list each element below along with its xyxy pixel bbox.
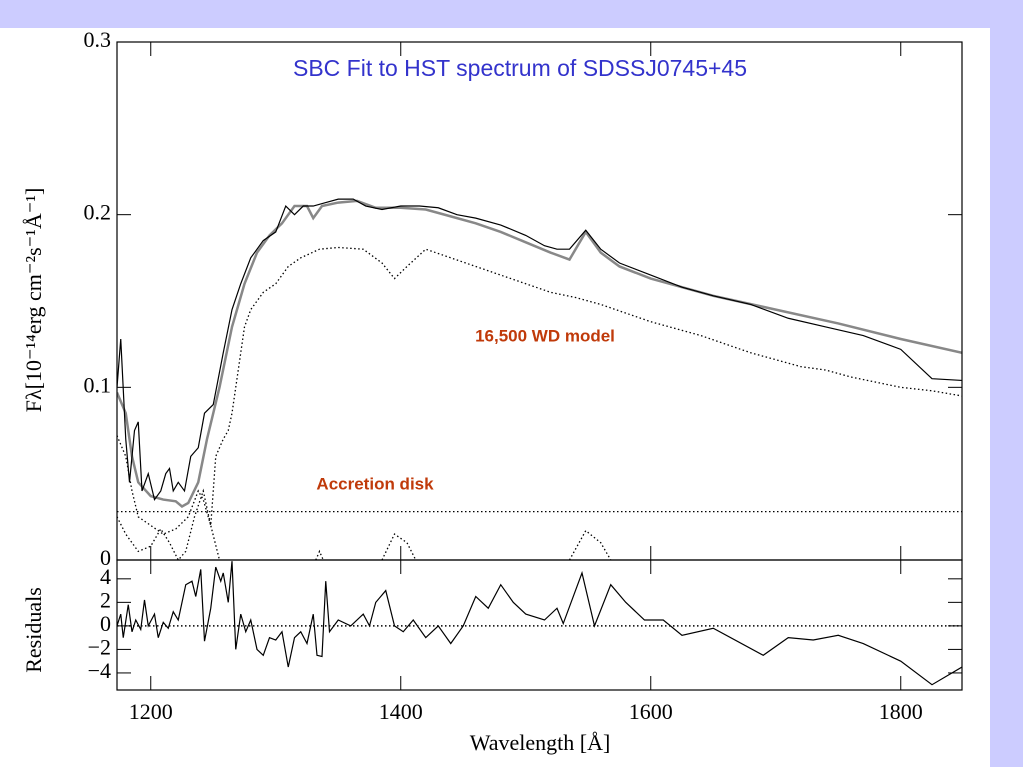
plot-frame [116, 559, 963, 691]
y-tick-label: −2 [88, 634, 111, 659]
series-line [117, 199, 962, 508]
y-axis-label: Fλ[10⁻¹⁴erg cm⁻²s⁻¹Å⁻¹] [21, 188, 46, 413]
y-tick-label: 0.3 [84, 27, 112, 52]
x-tick-label: 1800 [879, 699, 923, 724]
y-tick-label: 2 [100, 587, 111, 612]
annotation: 16,500 WD model [475, 326, 615, 345]
annotation: Accretion disk [316, 474, 434, 493]
y-tick-label: 0.1 [84, 372, 112, 397]
y-tick-label: 0.2 [84, 200, 112, 225]
x-tick-label: 1400 [379, 699, 423, 724]
y-tick-label: 0 [100, 545, 111, 570]
y-tick-label: 0 [100, 611, 111, 636]
y-tick-label: −4 [88, 658, 111, 683]
x-tick-label: 1200 [129, 699, 173, 724]
plot-background [0, 28, 990, 767]
series-line [117, 488, 612, 560]
x-axis-label: Wavelength [Å] [470, 730, 611, 755]
y-tick-label: 4 [100, 564, 111, 589]
series-line [117, 561, 962, 686]
series-line [117, 246, 962, 535]
chart-title: SBC Fit to HST spectrum of SDSSJ0745+45 [293, 55, 747, 81]
y-axis-label: Residuals [21, 587, 46, 673]
x-tick-label: 1600 [629, 699, 673, 724]
series-line [117, 198, 962, 501]
